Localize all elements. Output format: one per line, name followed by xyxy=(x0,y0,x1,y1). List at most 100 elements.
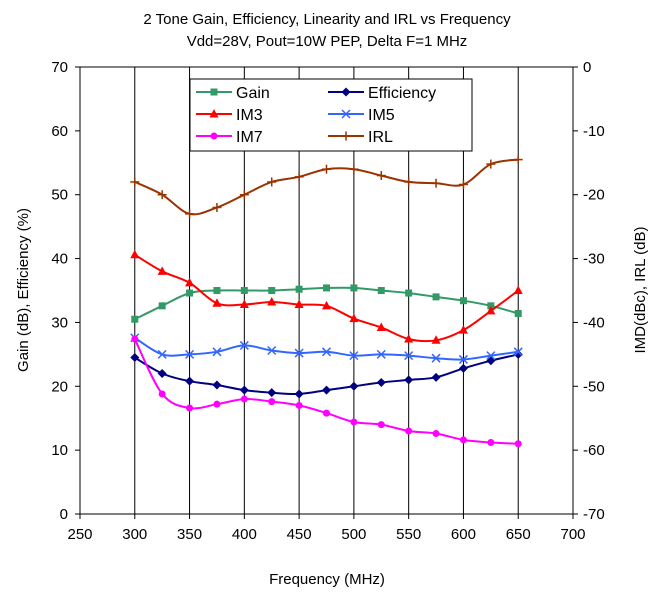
legend-label: IM5 xyxy=(368,107,395,124)
data-point-im3 xyxy=(130,249,140,259)
data-point-efficiency xyxy=(239,385,249,395)
marker-stroke xyxy=(458,354,468,364)
legend-item-efficiency: Efficiency xyxy=(328,85,436,102)
y-tick-label: 60 xyxy=(51,123,68,140)
data-point-im7 xyxy=(405,427,413,435)
data-point-im7 xyxy=(158,390,166,398)
data-point-im3 xyxy=(212,298,222,307)
data-point-efficiency xyxy=(157,369,167,379)
data-point-im7 xyxy=(377,421,385,429)
data-point-irl xyxy=(322,164,331,174)
data-point-gain xyxy=(295,285,303,293)
marker-stroke xyxy=(239,340,249,350)
data-point-im5 xyxy=(157,349,167,359)
data-point-gain xyxy=(323,284,330,292)
data-point-im3 xyxy=(513,285,523,294)
marker-stroke xyxy=(349,351,359,361)
data-point-gain xyxy=(405,289,413,297)
marker-stroke xyxy=(513,347,523,357)
y-tick-label: 70 xyxy=(51,59,68,76)
data-point-im7 xyxy=(268,398,276,406)
x-tick-label: 450 xyxy=(287,526,312,543)
data-point-im3 xyxy=(185,277,195,287)
marker-stroke xyxy=(486,351,496,361)
y2-tick-label: -70 xyxy=(583,506,605,523)
data-point-im3 xyxy=(349,313,359,323)
legend: Gain Efficiency IM3 IM5 IM7 IRL xyxy=(196,85,436,146)
data-point-gain xyxy=(432,293,440,301)
data-point-efficiency xyxy=(185,376,195,386)
data-point-im5 xyxy=(267,345,277,356)
marker-stroke xyxy=(341,109,351,119)
series-im5 xyxy=(130,333,523,364)
data-point-im3 xyxy=(294,299,304,309)
data-point-efficiency xyxy=(212,380,222,390)
y-tick-label: 10 xyxy=(51,442,68,459)
marker-stroke xyxy=(431,353,441,363)
x-tick-label: 650 xyxy=(506,526,531,543)
data-point-im3 xyxy=(486,305,496,315)
data-point-im5 xyxy=(513,347,523,357)
data-point-gain xyxy=(240,287,248,294)
y2-tick-label: -30 xyxy=(583,251,605,268)
data-point-im7 xyxy=(432,430,440,438)
y-tick-label: 40 xyxy=(51,251,68,268)
legend-marker xyxy=(341,109,351,119)
data-point-im5 xyxy=(458,354,468,364)
data-point-irl xyxy=(458,179,468,189)
data-point-im7 xyxy=(131,335,139,343)
x-tick-label: 500 xyxy=(341,526,366,543)
data-point-gain xyxy=(514,309,522,317)
data-point-im7 xyxy=(323,409,330,417)
data-point-gain xyxy=(377,287,385,294)
marker-stroke xyxy=(267,345,277,356)
y2-tick-label: -40 xyxy=(583,314,605,331)
legend-item-irl: IRL xyxy=(328,129,393,146)
data-point-im7 xyxy=(295,401,303,409)
legend-label: Efficiency xyxy=(368,85,436,102)
series-irl xyxy=(130,155,523,219)
marker-stroke xyxy=(294,348,304,358)
x-axis-label: Frequency (MHz) xyxy=(269,571,385,588)
series-efficiency xyxy=(130,349,523,399)
data-point-im3 xyxy=(267,296,277,306)
legend-label: IM3 xyxy=(236,107,263,124)
y2-axis-label: IMD(dBc), IRL (dB) xyxy=(632,227,649,354)
data-point-efficiency xyxy=(486,356,496,366)
legend-label: IRL xyxy=(368,129,393,146)
data-point-im5 xyxy=(185,349,195,359)
marker-stroke xyxy=(376,349,386,359)
data-point-im3 xyxy=(376,322,386,332)
data-point-irl xyxy=(431,178,441,188)
x-tick-label: 550 xyxy=(396,526,421,543)
series-layer xyxy=(130,155,523,448)
y-tick-label: 20 xyxy=(51,378,68,395)
data-point-efficiency xyxy=(267,388,277,398)
data-point-im5 xyxy=(294,348,304,358)
data-point-irl xyxy=(404,177,414,187)
x-tick-label: 250 xyxy=(67,526,92,543)
data-point-im3 xyxy=(322,300,331,310)
data-point-im5 xyxy=(431,353,441,363)
data-point-im5 xyxy=(212,347,222,357)
data-point-gain xyxy=(131,315,139,323)
legend-marker xyxy=(341,87,351,97)
legend-item-gain: Gain xyxy=(196,85,270,102)
data-point-im7 xyxy=(240,395,248,403)
data-point-gain xyxy=(487,302,495,310)
data-point-gain xyxy=(158,302,166,310)
data-point-irl xyxy=(185,209,195,219)
data-point-im7 xyxy=(213,400,221,408)
data-point-irl xyxy=(239,190,249,200)
data-point-im7 xyxy=(186,404,194,412)
data-point-irl xyxy=(212,202,222,212)
data-point-efficiency xyxy=(376,377,386,387)
legend-marker xyxy=(210,88,218,96)
data-point-gain xyxy=(268,287,276,294)
legend-label: Gain xyxy=(236,85,270,102)
x-tick-label: 700 xyxy=(560,526,585,543)
plot-area xyxy=(79,66,574,515)
marker-stroke xyxy=(212,347,222,357)
y2-tick-label: -20 xyxy=(583,187,605,204)
data-point-im5 xyxy=(239,340,249,350)
